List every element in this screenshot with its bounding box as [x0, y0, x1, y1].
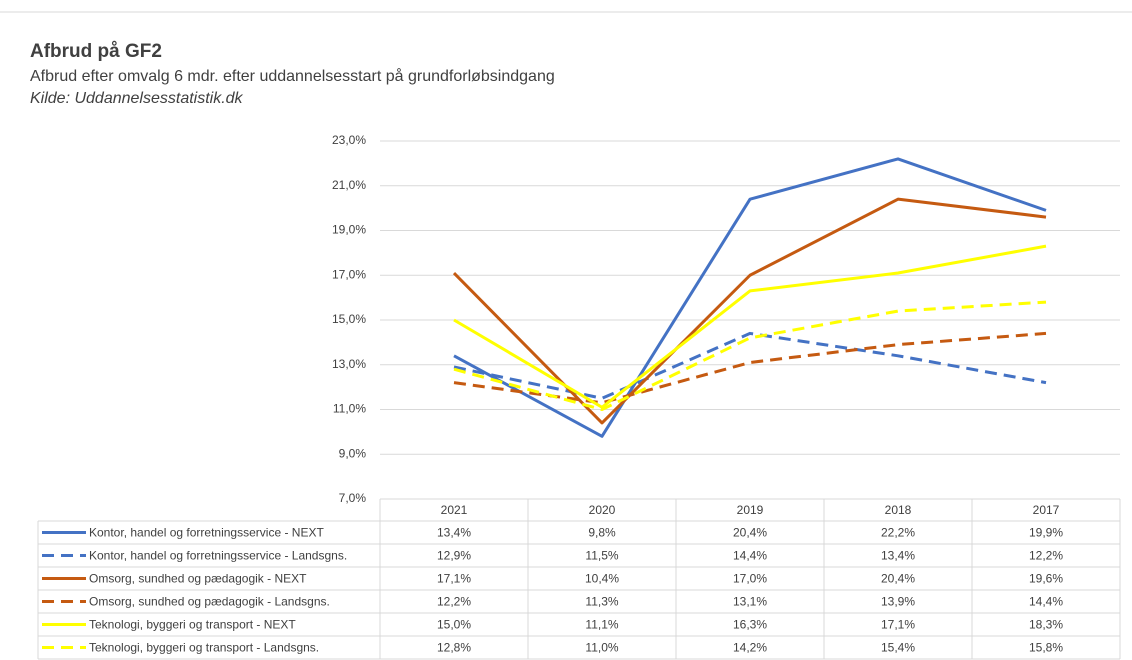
y-tick-label: 19,0% [332, 223, 366, 237]
data-label: 19,6% [1029, 572, 1063, 586]
series-line [453, 157, 1047, 438]
series-line [453, 331, 1047, 400]
data-label: 22,2% [881, 526, 915, 540]
chart-title: Afbrud på GF2 [30, 41, 162, 62]
data-label: 13,4% [881, 549, 915, 563]
y-tick-label: 21,0% [332, 178, 366, 192]
data-label: 13,9% [881, 595, 915, 609]
x-tick-label: 2020 [589, 503, 616, 517]
data-label: 19,9% [1029, 526, 1063, 540]
data-label: 14,2% [733, 641, 767, 655]
data-label: 14,4% [1029, 595, 1063, 609]
data-label: 17,1% [437, 572, 471, 586]
data-label: 12,9% [437, 549, 471, 563]
data-label: 13,1% [733, 595, 767, 609]
y-tick-label: 15,0% [332, 312, 366, 326]
x-tick-label: 2017 [1033, 503, 1060, 517]
data-label: 12,2% [437, 595, 471, 609]
data-label: 17,1% [881, 618, 915, 632]
data-label: 10,4% [585, 572, 619, 586]
chart-subtitle: Afbrud efter omvalg 6 mdr. efter uddanne… [30, 67, 555, 85]
data-label: 11,0% [585, 641, 618, 655]
data-label: 20,4% [733, 526, 767, 540]
data-label: 11,5% [585, 549, 618, 563]
y-tick-label: 11,0% [333, 402, 366, 416]
x-tick-label: 2021 [441, 503, 468, 517]
legend-label: Omsorg, sundhed og pædagogik - Landsgns. [89, 595, 330, 609]
x-tick-label: 2019 [737, 503, 764, 517]
y-tick-label: 7,0% [339, 491, 367, 505]
data-label: 14,4% [733, 549, 767, 563]
data-label: 16,3% [733, 618, 767, 632]
x-tick-label: 2018 [885, 503, 912, 517]
data-label: 17,0% [733, 572, 767, 586]
y-tick-label: 13,0% [332, 357, 366, 371]
series-line [452, 197, 1047, 425]
legend-label: Teknologi, byggeri og transport - NEXT [89, 618, 296, 632]
y-tick-label: 17,0% [332, 267, 366, 281]
legend-label: Teknologi, byggeri og transport - Landsg… [89, 641, 319, 655]
data-label: 11,1% [585, 618, 618, 632]
series-line [453, 300, 1047, 411]
data-label: 15,8% [1029, 641, 1063, 655]
data-label: 20,4% [881, 572, 915, 586]
legend-label: Omsorg, sundhed og pædagogik - NEXT [89, 572, 307, 586]
legend-label: Kontor, handel og forretningsservice - N… [89, 526, 324, 540]
series-line [453, 331, 1047, 405]
data-label: 15,4% [881, 641, 915, 655]
data-label: 9,8% [588, 526, 616, 540]
y-tick-label: 9,0% [339, 446, 367, 460]
series-line [453, 244, 1047, 409]
data-label: 18,3% [1029, 618, 1063, 632]
legend-label: Kontor, handel og forretningsservice - L… [89, 549, 347, 563]
data-label: 13,4% [437, 526, 471, 540]
y-tick-label: 23,0% [332, 133, 366, 147]
data-label: 12,2% [1029, 549, 1063, 563]
data-label: 11,3% [585, 595, 618, 609]
chart-source: Kilde: Uddannelsesstatistik.dk [30, 90, 244, 107]
data-label: 15,0% [437, 618, 471, 632]
data-label: 12,8% [437, 641, 471, 655]
